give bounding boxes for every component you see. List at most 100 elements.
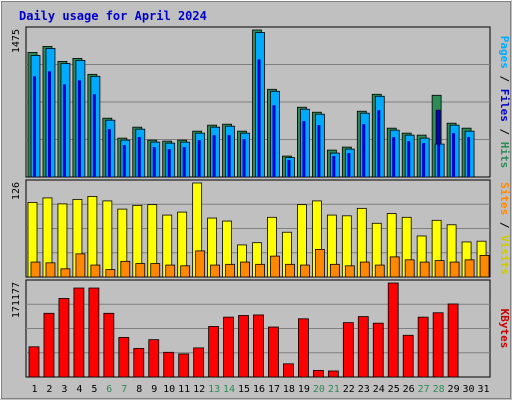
x-tick-label-day-26: 26 — [403, 384, 415, 395]
x-tick-label-day-14: 14 — [223, 384, 235, 395]
x-tick-label-day-9: 9 — [151, 384, 157, 395]
bar-kbytes-day-12 — [193, 347, 205, 378]
bar-sites-day-19 — [300, 264, 310, 278]
x-tick-label-day-7: 7 — [121, 384, 127, 395]
bar-sites-day-21 — [329, 263, 340, 278]
x-tick-label-day-24: 24 — [373, 384, 385, 395]
series-axis-label: Pages / Files / Hits — [498, 36, 511, 169]
x-tick-label-day-21: 21 — [328, 384, 340, 395]
bar-files-core-day-4 — [77, 80, 81, 177]
x-tick-label-day-19: 19 — [298, 384, 310, 395]
x-tick-label-day-28: 28 — [433, 384, 445, 395]
bar-sites-day-16 — [255, 263, 265, 278]
series-label-sites: Sites — [498, 182, 511, 215]
bar-sites-day-22 — [344, 265, 355, 278]
bar-files-core-day-16 — [257, 59, 261, 177]
bar-visits-day-6 — [102, 200, 113, 278]
bar-kbytes-day-7 — [118, 337, 130, 378]
bar-kbytes-day-11 — [178, 353, 190, 378]
x-tick-label-day-1: 1 — [31, 384, 37, 395]
x-tick-label-day-10: 10 — [163, 384, 175, 395]
bar-kbytes-day-17 — [268, 326, 279, 378]
bar-kbytes-day-21 — [327, 370, 339, 378]
bar-kbytes-day-16 — [253, 314, 264, 378]
bar-sites-day-7 — [120, 260, 131, 278]
bar-files-core-day-26 — [407, 141, 411, 177]
bar-sites-day-9 — [150, 263, 161, 278]
bar-files-core-day-19 — [302, 121, 306, 177]
bar-kbytes-day-4 — [73, 287, 85, 378]
bar-kbytes-day-19 — [298, 318, 309, 378]
x-tick-label-day-22: 22 — [343, 384, 355, 395]
panel-3: 171177 KBytes — [11, 279, 511, 378]
panel-1: 1475 Pages / Files / Hits — [11, 26, 511, 178]
series-axis-label: Sites / Visits — [498, 182, 511, 275]
x-tick-label-day-11: 11 — [178, 384, 190, 395]
x-tick-label-day-27: 27 — [418, 384, 430, 395]
panel-2: 126 Sites / Visits — [11, 179, 511, 278]
x-tick-label-day-12: 12 — [193, 384, 205, 395]
bar-files-core-day-5 — [92, 94, 96, 177]
bar-files-core-day-2 — [47, 71, 51, 177]
bar-sites-day-28 — [434, 260, 445, 278]
bar-files-core-day-28 — [437, 110, 441, 177]
series-label-hits: Hits — [498, 142, 511, 169]
bar-sites-day-20 — [314, 248, 325, 278]
bar-files-core-day-8 — [137, 137, 141, 177]
bar-kbytes-day-18 — [283, 363, 294, 378]
bar-sites-day-3 — [60, 268, 71, 278]
bar-sites-day-11 — [180, 265, 191, 278]
bar-kbytes-day-27 — [417, 316, 429, 378]
bar-kbytes-day-3 — [58, 298, 70, 378]
bar-files-core-day-7 — [122, 145, 126, 177]
bar-kbytes-day-25 — [387, 282, 399, 378]
bar-files-core-day-17 — [272, 105, 276, 177]
bar-kbytes-day-14 — [223, 316, 234, 378]
bar-files-core-day-12 — [197, 140, 201, 177]
bar-sites-day-18 — [285, 263, 295, 278]
series-label-visits: Visits — [498, 235, 511, 275]
y-max-label: 126 — [11, 182, 22, 200]
bar-sites-day-25 — [389, 256, 400, 278]
bar-files-core-day-9 — [152, 147, 156, 177]
x-tick-label-day-15: 15 — [238, 384, 250, 395]
bar-kbytes-day-8 — [133, 348, 145, 378]
bar-files-core-day-30 — [467, 137, 471, 177]
bar-sites-day-4 — [75, 253, 86, 278]
x-tick-label-day-23: 23 — [358, 384, 370, 395]
bar-sites-day-17 — [270, 255, 280, 278]
bar-kbytes-day-28 — [432, 312, 444, 378]
bar-files-core-day-6 — [107, 129, 111, 177]
bar-files-core-day-11 — [182, 147, 186, 177]
bar-files-core-day-21 — [332, 156, 336, 177]
bar-sites-day-12 — [195, 250, 206, 278]
x-tick-label-day-29: 29 — [448, 384, 460, 395]
series-axis-label: KBytes — [498, 309, 511, 349]
bar-sites-day-1 — [30, 261, 41, 278]
bar-sites-day-14 — [225, 263, 235, 278]
bar-sites-day-2 — [45, 262, 56, 278]
bar-sites-day-24 — [374, 264, 385, 278]
bar-kbytes-day-24 — [372, 322, 384, 378]
bar-kbytes-day-5 — [88, 287, 100, 378]
bar-sites-day-15 — [240, 261, 250, 278]
x-tick-label-day-8: 8 — [136, 384, 142, 395]
x-tick-label-day-17: 17 — [268, 384, 280, 395]
x-tick-label-day-13: 13 — [208, 384, 220, 395]
x-tick-label-day-31: 31 — [477, 384, 489, 395]
bar-files-core-day-15 — [242, 139, 246, 177]
bar-files-core-day-22 — [347, 153, 351, 177]
bar-kbytes-day-9 — [148, 339, 160, 378]
bar-sites-day-8 — [135, 263, 146, 278]
bar-sites-day-27 — [419, 261, 430, 278]
bar-sites-day-5 — [90, 264, 101, 278]
x-tick-label-day-2: 2 — [46, 384, 52, 395]
series-label-pages: Pages — [498, 36, 511, 69]
bar-kbytes-day-10 — [163, 351, 175, 378]
series-label-files: Files — [498, 89, 511, 122]
bar-sites-day-31 — [479, 254, 490, 278]
bar-sites-day-26 — [404, 259, 415, 278]
bar-files-core-day-23 — [362, 124, 366, 177]
chart-title: Daily usage for April 2024 — [19, 9, 207, 23]
